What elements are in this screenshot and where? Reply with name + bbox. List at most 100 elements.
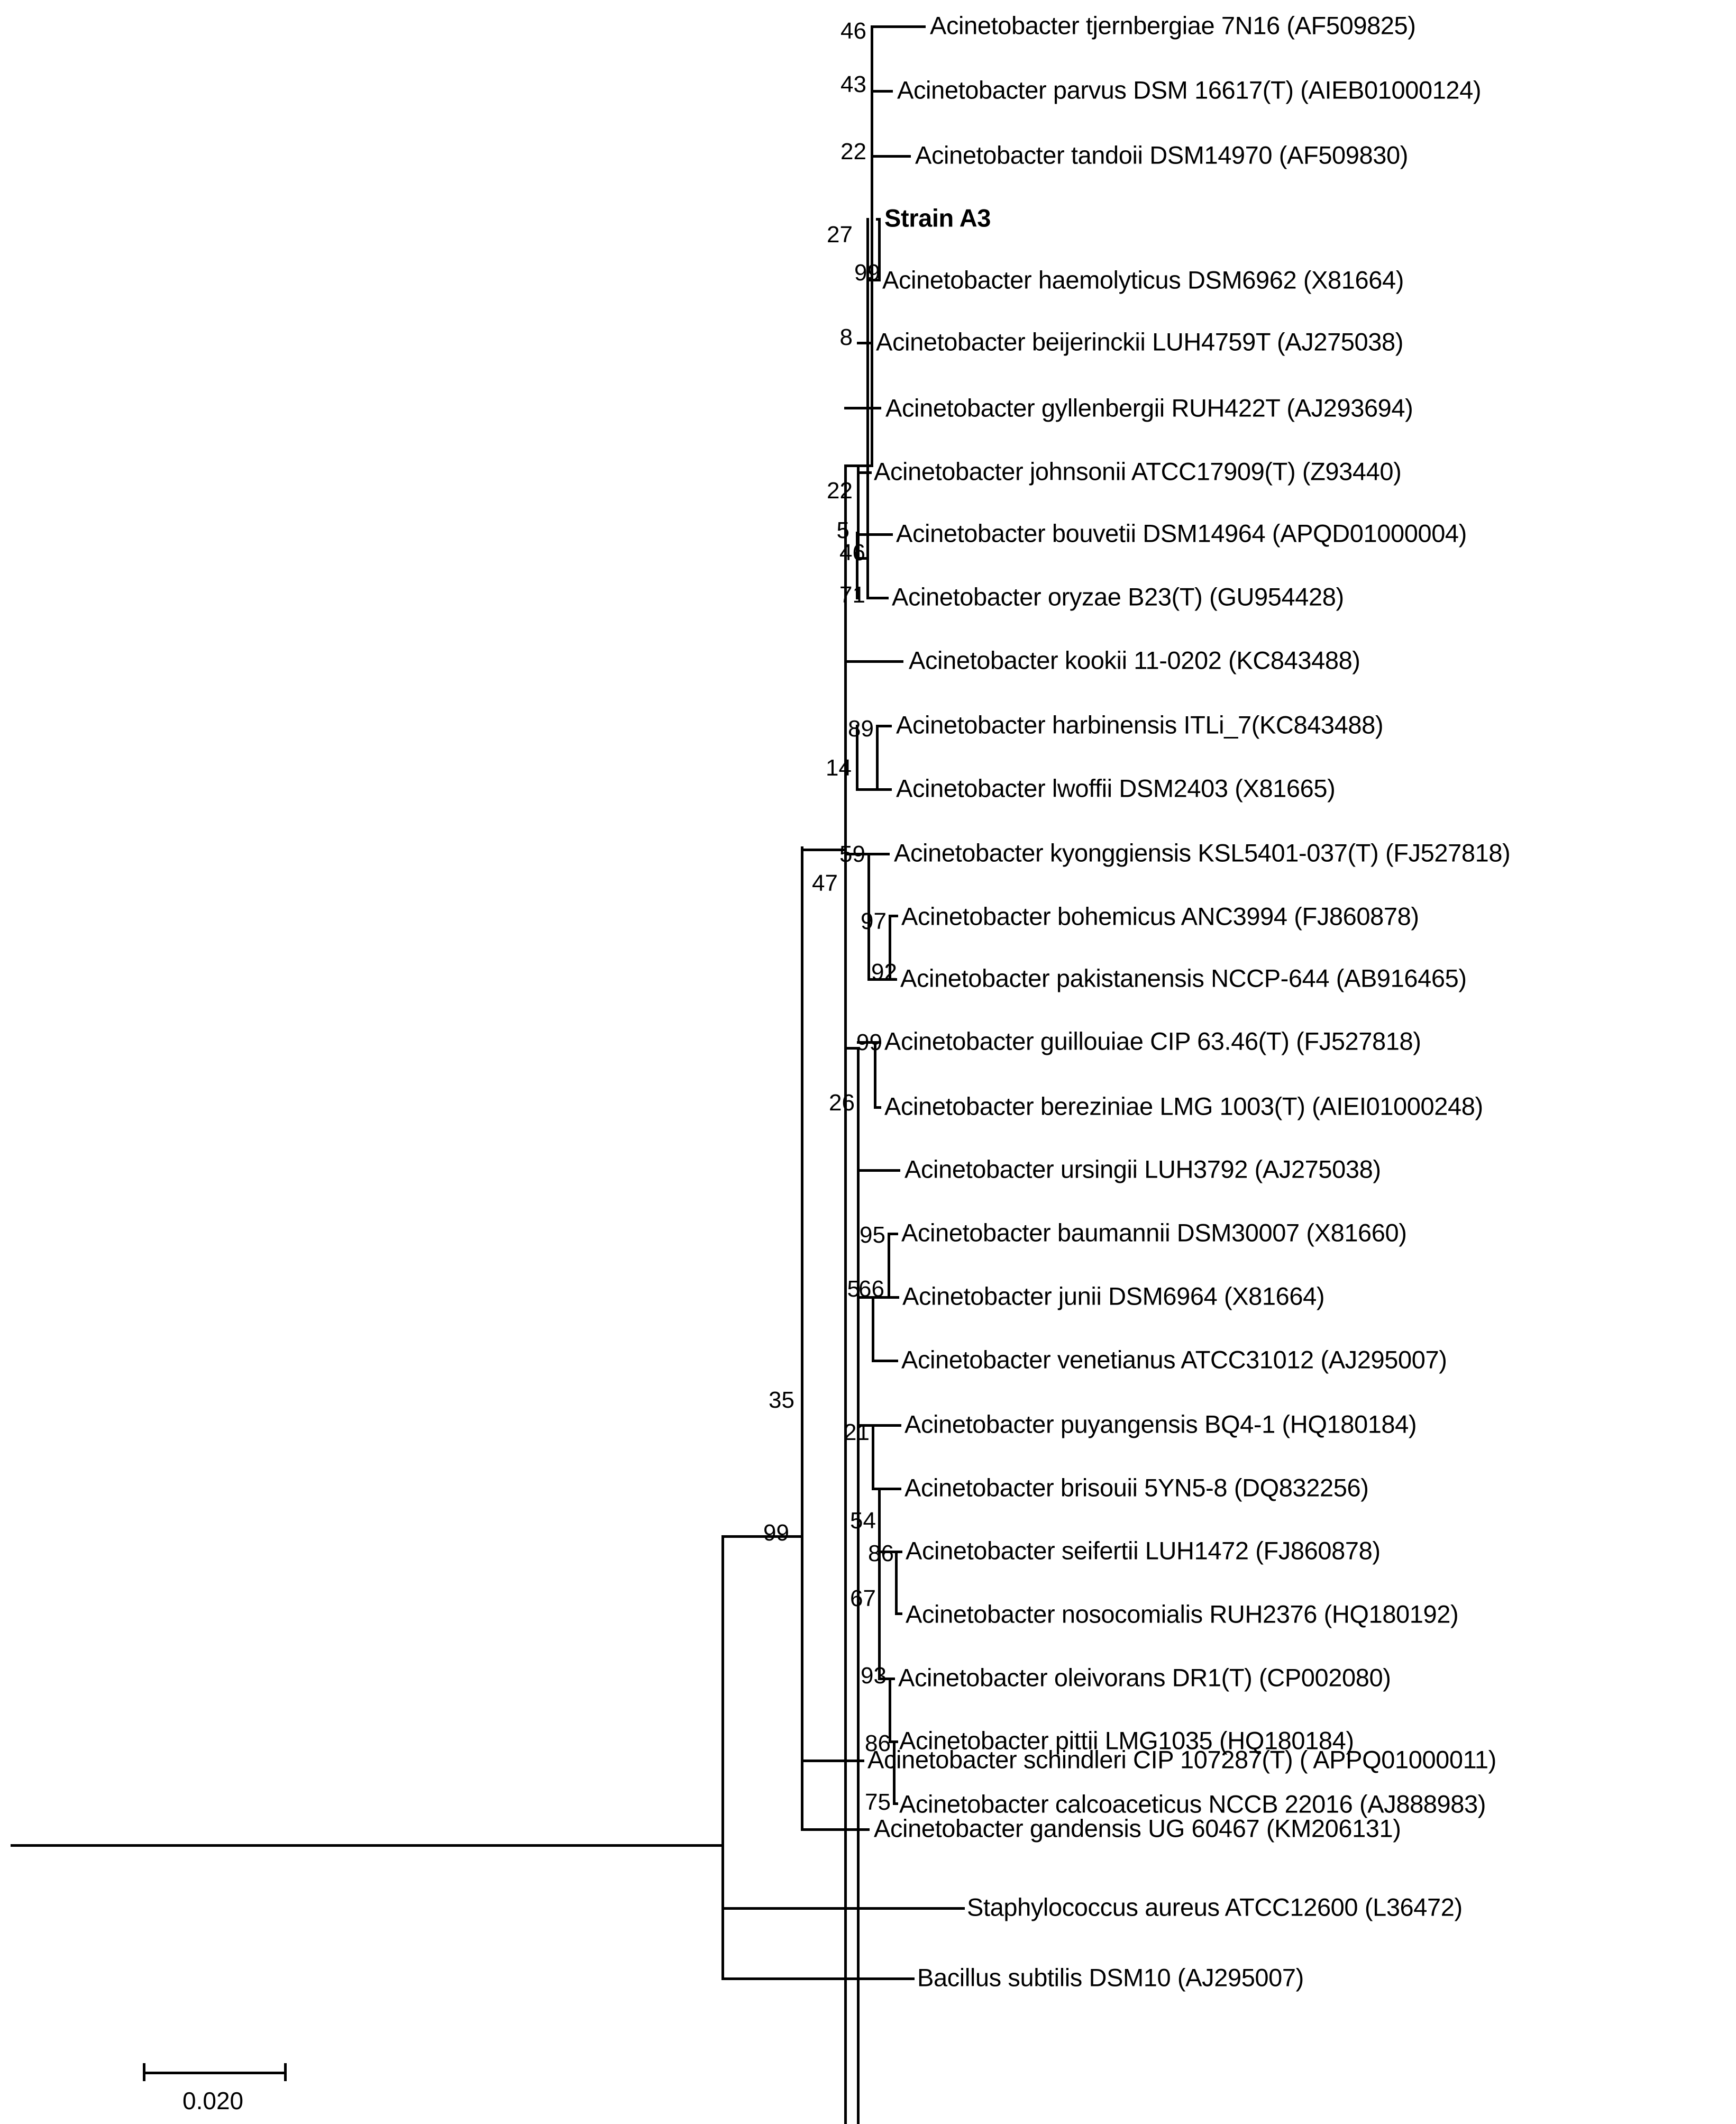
- taxon-label-venetianus: Acinetobacter venetianus ATCC31012 (AJ29…: [901, 1345, 1447, 1374]
- branch-node99a-stem: [857, 557, 867, 560]
- branch-johnsonii: [857, 471, 872, 475]
- taxon-label-kyonggiensis: Acinetobacter kyonggiensis KSL5401-037(T…: [894, 838, 1511, 867]
- branch-node47-stem: [801, 849, 846, 851]
- taxon-label-calcoaceticus: Acinetobacter calcoaceticus NCCB 22016 (…: [899, 1790, 1486, 1818]
- branch-node26-stem: [844, 1047, 859, 1050]
- bootstrap-value-66: 66: [858, 1275, 884, 1302]
- taxon-label-lwoffii: Acinetobacter lwoffii DSM2403 (X81665): [896, 774, 1336, 803]
- branch-oleivorans: [889, 1677, 895, 1680]
- branch-node66-stem: [857, 1296, 874, 1299]
- bootstrap-value-46: 46: [840, 17, 866, 44]
- branch-guillouiae: [874, 1041, 881, 1044]
- branch-outgroup-vertical: [721, 1844, 724, 1943]
- bootstrap-value-21: 21: [844, 1419, 870, 1445]
- branch-puyangensis: [872, 1424, 901, 1427]
- taxon-label-guillouiae: Acinetobacter guillouiae CIP 63.46(T) (F…: [884, 1027, 1421, 1055]
- bootstrap-value-67: 67: [850, 1585, 876, 1611]
- branch-baumannii: [888, 1233, 898, 1236]
- bootstrap-value-71: 71: [839, 582, 865, 608]
- branch-node86a-vertical: [895, 1551, 898, 1613]
- branch-node21-vertical: [872, 1424, 874, 1489]
- scale-bar-tick-left: [143, 2063, 145, 2081]
- taxon-label-gyllenbergii: Acinetobacter gyllenbergii RUH422T (AJ29…: [885, 394, 1413, 422]
- bootstrap-value-22b: 22: [827, 478, 853, 504]
- branch-node26-backbone: [857, 1047, 860, 2124]
- bootstrap-value-43: 43: [840, 71, 866, 97]
- taxon-label-bouvetii: Acinetobacter bouvetii DSM14964 (APQD010…: [896, 519, 1467, 548]
- branch-node21-stem: [857, 1424, 874, 1427]
- scale-bar-label: 0.020: [182, 2087, 244, 2114]
- taxon-label-baumannii: Acinetobacter baumannii DSM30007 (X81660…: [901, 1218, 1407, 1247]
- taxon-label-nosocomialis: Acinetobacter nosocomialis RUH2376 (HQ18…: [906, 1600, 1459, 1628]
- taxon-label-kookii: Acinetobacter kookii 11-0202 (KC843488): [909, 646, 1360, 674]
- branch-node86b-vertical: [893, 1740, 896, 1803]
- branch-root-horizontal: [11, 1844, 721, 1847]
- branch-node22b-vertical: [857, 468, 860, 536]
- branch-bouvetii: [866, 533, 893, 536]
- branch-nosocomialis: [895, 1612, 902, 1616]
- taxon-label-beijerinckii: Acinetobacter beijerinckii LUH4759T (AJ2…: [876, 327, 1404, 356]
- branch-haemolyticus: [866, 278, 879, 281]
- bootstrap-value-27: 27: [827, 222, 853, 248]
- branch-bereziniae: [874, 1106, 881, 1109]
- branch-bacillus-subtilis: [721, 1977, 915, 1980]
- taxon-label-pakistanensis: Acinetobacter pakistanensis NCCP-644 (AB…: [900, 964, 1467, 992]
- branch-node5a-vertical: [856, 532, 858, 600]
- taxon-label-gandensis: Acinetobacter gandensis UG 60467 (KM2061…: [874, 1814, 1401, 1843]
- taxon-label-brisouii: Acinetobacter brisouii 5YN5-8 (DQ832256): [904, 1473, 1369, 1502]
- bootstrap-value-46b: 46: [839, 540, 865, 566]
- branch-seifertii: [895, 1551, 902, 1554]
- branch-node95-vertical: [888, 1233, 890, 1298]
- branch-node93-stem: [878, 1677, 891, 1680]
- taxon-label-parvus: Acinetobacter parvus DSM 16617(T) (AIEB0…: [897, 76, 1482, 104]
- bootstrap-value-26: 26: [829, 1090, 855, 1116]
- branch-node97-stem: [867, 978, 891, 981]
- bootstrap-value-75: 75: [865, 1789, 891, 1816]
- taxon-label-schindleri: Acinetobacter schindleri CIP 107287(T) (…: [867, 1745, 1496, 1774]
- branch-node46b-vertical: [866, 533, 869, 598]
- taxon-label-pittii: Acinetobacter pittii LMG1035 (HQ180184): [899, 1726, 1354, 1755]
- branch-kyonggiensis: [867, 852, 890, 855]
- taxon-label-seifertii: Acinetobacter seifertii LUH1472 (FJ86087…: [906, 1536, 1381, 1565]
- bootstrap-value-92: 92: [871, 959, 897, 986]
- branch-calcoaceticus: [893, 1802, 898, 1806]
- taxon-label-staph-aureus: Staphylococcus aureus ATCC12600 (L36472): [967, 1893, 1463, 1921]
- branch-node59-stem: [844, 852, 870, 855]
- branch-node86a-stem: [878, 1551, 897, 1554]
- branch-node89-stem: [856, 788, 877, 791]
- branch-node46b-stem: [856, 533, 867, 536]
- branch-node14-vertical: [856, 724, 858, 790]
- branch-pittii: [893, 1740, 898, 1744]
- branch-node66-vertical: [872, 1296, 874, 1360]
- bootstrap-value-99c: 99: [763, 1520, 789, 1546]
- branch-oryzae: [866, 596, 889, 599]
- branch-node95-stem: [872, 1296, 890, 1299]
- branch-bohemicus: [889, 915, 898, 917]
- taxon-label-oryzae: Acinetobacter oryzae B23(T) (GU954428): [892, 582, 1344, 611]
- taxon-label-haemolyticus: Acinetobacter haemolyticus DSM6962 (X816…: [882, 266, 1404, 294]
- branch-upper-backbone: [844, 464, 847, 2124]
- bootstrap-value-86a: 86: [868, 1540, 894, 1566]
- bootstrap-value-89: 89: [848, 715, 874, 742]
- scale-bar-line: [143, 2072, 287, 2074]
- branch-node93-vertical: [889, 1677, 891, 1741]
- branch-root-vertical: [11, 1844, 13, 1845]
- bootstrap-value-97: 97: [861, 908, 887, 935]
- taxon-label-harbinensis: Acinetobacter harbinensis ITLi_7(KC84348…: [896, 710, 1384, 739]
- bootstrap-value-95: 95: [860, 1222, 885, 1248]
- branch-node67-vertical: [878, 1551, 881, 1678]
- branch-node54-vertical: [878, 1487, 881, 1552]
- branch-node99b-vertical: [874, 1041, 876, 1106]
- taxon-label-oleivorans: Acinetobacter oleivorans DR1(T) (CP00208…: [898, 1663, 1391, 1692]
- bootstrap-value-59: 59: [839, 841, 865, 867]
- taxon-label-tandoii: Acinetobacter tandoii DSM14970 (AF509830…: [915, 141, 1408, 169]
- branch-pakistanensis: [889, 978, 897, 981]
- branch-node35-vertical: [801, 1300, 803, 1829]
- branch-kookii: [844, 660, 903, 663]
- branch-junii: [888, 1296, 899, 1299]
- branch-lwoffii: [876, 788, 892, 791]
- branch-node59-vertical: [867, 852, 870, 980]
- taxon-label-ursingii: Acinetobacter ursingii LUH3792 (AJ275038…: [904, 1155, 1381, 1183]
- taxon-label-bohemicus: Acinetobacter bohemicus ANC3994 (FJ86087…: [901, 902, 1419, 931]
- bootstrap-value-93: 93: [861, 1663, 887, 1689]
